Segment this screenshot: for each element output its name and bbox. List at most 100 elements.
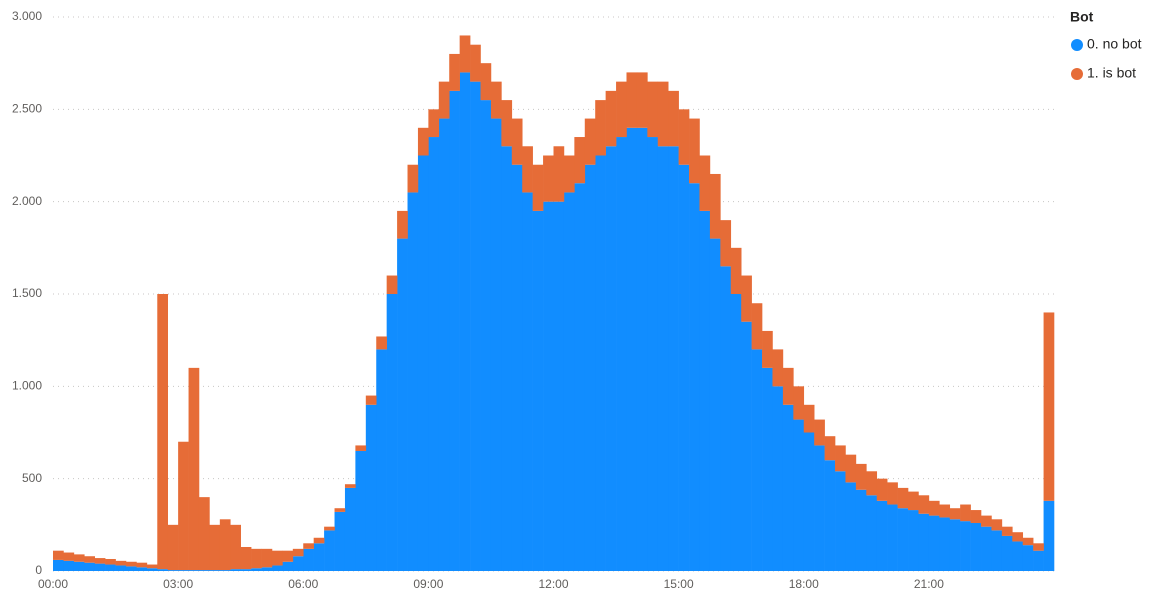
bar-segment	[647, 81, 659, 138]
bar-segment	[459, 35, 471, 73]
bar-segment	[355, 445, 367, 451]
legend-label: 1. is bot	[1087, 65, 1136, 81]
bar-segment	[417, 127, 429, 156]
bar-segment	[887, 482, 898, 505]
bar-segment	[689, 118, 700, 184]
bar-segment	[397, 238, 408, 571]
legend-marker	[1071, 39, 1083, 51]
bar-segment	[397, 210, 408, 239]
bar-segment	[626, 127, 638, 572]
bar-segment	[563, 192, 575, 571]
bar-segment	[657, 81, 669, 147]
bar-segment	[501, 100, 513, 147]
bar-segment	[209, 524, 221, 571]
bar-segment	[741, 275, 752, 322]
bar-segment	[73, 554, 85, 562]
bar-segment	[887, 504, 898, 571]
bar-segment	[115, 560, 127, 566]
bar-segment	[814, 445, 825, 571]
bar-segment	[84, 562, 96, 571]
bar-segment	[438, 118, 450, 572]
x-tick-label: 09:00	[413, 577, 443, 591]
bar-segment	[230, 524, 241, 570]
bar-segment	[845, 482, 857, 571]
bar-segment	[157, 569, 168, 571]
bar-segment	[991, 519, 1003, 531]
bar-segment	[709, 173, 721, 239]
bar-segment	[699, 155, 711, 211]
bar-segment	[1043, 500, 1055, 571]
bar-segment	[292, 556, 304, 571]
bar-segment	[125, 566, 137, 571]
bar-segment	[365, 404, 377, 571]
bar-segment	[188, 570, 200, 571]
bar-segment	[939, 504, 951, 518]
bar-segment	[543, 201, 554, 571]
bar-segment	[824, 436, 836, 461]
y-tick-label: 2.500	[12, 102, 42, 116]
bar-segment	[751, 303, 763, 350]
bar-segment	[605, 146, 617, 571]
bar-segment	[282, 561, 294, 571]
bar-segment	[522, 192, 533, 571]
bar-segment	[178, 570, 189, 571]
bar-segment	[73, 561, 85, 571]
bar-segment	[657, 146, 669, 571]
bar-segment	[1012, 532, 1024, 542]
bar-segment	[251, 548, 262, 569]
y-tick-label: 3.000	[12, 9, 42, 23]
bar-segment	[136, 562, 148, 568]
bar-segment	[970, 510, 982, 523]
legend-title: Bot	[1070, 9, 1094, 25]
bar-segment	[772, 386, 784, 571]
bar-segment	[553, 201, 565, 571]
bar-segment	[1033, 550, 1044, 571]
bar-segment	[678, 164, 690, 571]
bar-segment	[240, 546, 252, 570]
bar-segment	[699, 210, 711, 571]
x-tick-label: 15:00	[664, 577, 694, 591]
bar-segment	[53, 559, 64, 571]
bar-segment	[876, 500, 888, 571]
bar-segment	[647, 137, 659, 572]
bar-segment	[782, 404, 794, 571]
bar-segment	[949, 519, 961, 571]
bar-segment	[522, 146, 533, 193]
bar-segment	[125, 561, 137, 567]
bar-segment	[960, 521, 971, 571]
bar-segment	[845, 454, 857, 483]
bar-segment	[376, 336, 387, 350]
bar-segment	[605, 90, 617, 147]
bar-segment	[313, 543, 325, 571]
bar-segment	[303, 548, 314, 571]
legend-label: 0. no bot	[1087, 36, 1142, 52]
bar-segment	[490, 118, 502, 572]
bar-segment	[689, 183, 700, 571]
bar-segment	[668, 90, 679, 147]
bar-segment	[334, 508, 346, 512]
x-tick-label: 18:00	[789, 577, 819, 591]
bar-segment	[939, 517, 951, 571]
bar-segment	[407, 164, 419, 193]
bar-segment	[741, 321, 752, 571]
bar-segment	[626, 72, 638, 128]
legend-marker	[1071, 68, 1083, 80]
y-tick-label: 1.000	[12, 379, 42, 393]
bar-segment	[981, 526, 992, 571]
bar-segment	[271, 550, 283, 566]
bar-segment	[824, 460, 836, 571]
bar-segment	[407, 192, 419, 571]
bar-segment	[960, 504, 971, 522]
bar-segment	[209, 570, 221, 571]
bar-segment	[803, 432, 815, 571]
bar-segment	[240, 569, 252, 571]
bar-segment	[167, 570, 179, 571]
bar-segment	[376, 349, 387, 571]
y-tick-label: 1.500	[12, 286, 42, 300]
bar-segment	[803, 404, 815, 433]
bar-segment	[490, 81, 502, 119]
bar-segment	[198, 570, 210, 571]
bar-segment	[616, 81, 627, 138]
bar-segment	[324, 526, 335, 531]
bar-segment	[782, 367, 794, 405]
